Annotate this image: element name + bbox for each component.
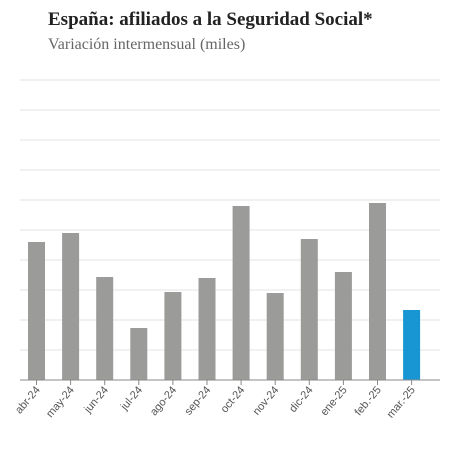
bar-ene-25: [334, 272, 352, 380]
x-tick-label: may-24: [44, 384, 77, 420]
x-tick-label: mar.-25: [385, 384, 418, 420]
bar-nov-24: [266, 293, 284, 380]
x-tick-label: ago-24: [148, 384, 179, 418]
x-axis-ticks: [36, 380, 413, 385]
bar-feb.-25: [369, 203, 386, 380]
bar-jun-24: [96, 277, 114, 380]
x-tick-label: oct-24: [219, 384, 248, 415]
bar-sep-24: [198, 278, 216, 380]
bar-may-24: [62, 233, 80, 380]
x-tick-label: dic-24: [287, 384, 315, 415]
x-tick-label: ene-25: [318, 384, 349, 418]
chart-title: España: afiliados a la Seguridad Social*: [48, 9, 373, 30]
x-tick-label: jul-24: [118, 384, 145, 413]
x-tick-label: sep-24: [182, 384, 213, 417]
bar-jul-24: [130, 328, 148, 380]
bar-oct-24: [232, 206, 250, 380]
x-tick-label: nov-24: [251, 384, 282, 417]
bar-dic-24: [300, 239, 318, 380]
bars: [28, 203, 421, 380]
bar-abr-24: [28, 242, 45, 380]
bar-mar.-25: [403, 310, 421, 380]
x-tick-label: abr-24: [13, 384, 43, 416]
x-tick-label: jun-24: [82, 384, 111, 416]
x-tick-label: feb.-25: [353, 384, 384, 418]
bar-ago-24: [164, 292, 182, 380]
chart-subtitle: Variación intermensual (miles): [48, 36, 246, 53]
x-axis-labels: abr-24 may-24 jun-24 jul-24 ago-24 sep-24 oct-…: [13, 384, 418, 420]
